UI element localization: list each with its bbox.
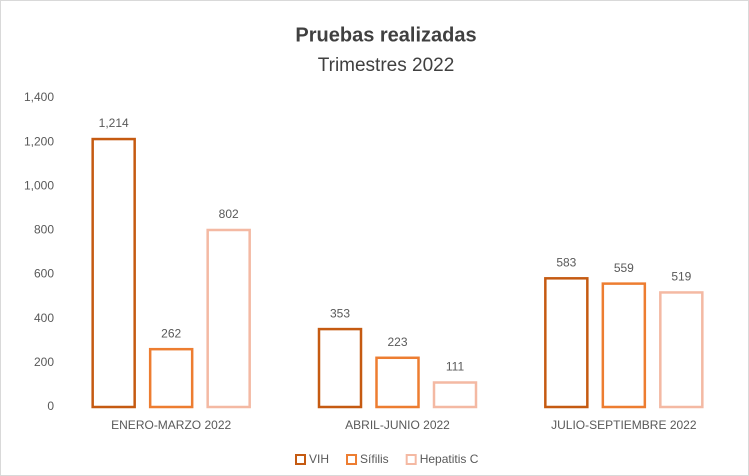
legend-label: Sífilis <box>360 452 389 466</box>
x-tick-label: ABRIL-JUNIO 2022 <box>345 418 450 432</box>
value-label: 583 <box>556 255 576 269</box>
value-label: 223 <box>387 335 407 349</box>
y-tick-label: 600 <box>34 267 54 281</box>
value-label: 1,214 <box>99 116 129 130</box>
bar <box>206 228 251 409</box>
legend-label: Hepatitis C <box>420 452 479 466</box>
legend-swatch <box>295 454 306 465</box>
bar <box>375 356 420 409</box>
x-tick-label: ENERO-MARZO 2022 <box>111 418 231 432</box>
value-label: 353 <box>330 306 350 320</box>
x-tick-label: JULIO-SEPTIEMBRE 2022 <box>551 418 697 432</box>
value-label: 559 <box>614 261 634 275</box>
value-label: 262 <box>161 326 181 340</box>
y-tick-label: 400 <box>34 311 54 325</box>
y-tick-label: 1,200 <box>24 134 54 148</box>
bar <box>601 282 647 409</box>
bar <box>91 137 136 409</box>
chart-subtitle: Trimestres 2022 <box>318 55 455 76</box>
bar <box>544 277 589 409</box>
legend-swatch <box>346 454 358 465</box>
bar <box>317 327 363 409</box>
y-tick-label: 200 <box>34 355 54 369</box>
value-label: 802 <box>219 207 239 221</box>
value-label: 519 <box>671 270 691 284</box>
bar <box>659 291 704 409</box>
chart-title: Pruebas realizadas <box>295 24 476 46</box>
y-tick-label: 800 <box>34 223 54 237</box>
y-tick-label: 1,000 <box>24 178 54 192</box>
bar <box>432 381 478 409</box>
legend-swatch <box>405 454 417 465</box>
y-tick-label: 0 <box>47 399 54 413</box>
value-label: 111 <box>446 360 465 374</box>
bar <box>148 347 194 409</box>
legend-label: VIH <box>309 452 329 466</box>
y-tick-label: 1,400 <box>24 90 54 104</box>
